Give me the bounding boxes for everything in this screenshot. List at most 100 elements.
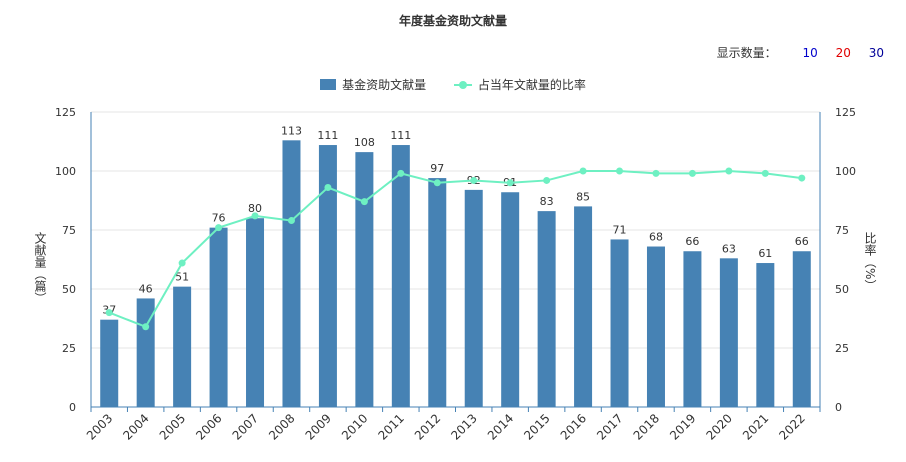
bar <box>282 140 301 407</box>
bar-value-label: 85 <box>576 190 590 203</box>
bar-value-label: 68 <box>649 231 663 244</box>
rate-point <box>506 179 514 187</box>
y-tick-label-left: 50 <box>62 283 76 296</box>
x-tick-label: 2010 <box>339 411 370 442</box>
bar <box>610 239 629 407</box>
x-tick-label: 2008 <box>266 411 297 442</box>
rate-point <box>397 169 405 177</box>
bar-value-label: 113 <box>281 124 302 137</box>
x-tick-label: 2007 <box>230 411 261 442</box>
y-tick-label-left: 0 <box>69 401 76 414</box>
legend-bar-label: 基金资助文献量 <box>342 78 427 92</box>
rate-point <box>105 309 113 317</box>
y-tick-label-right: 25 <box>835 342 849 355</box>
rate-point <box>251 212 259 220</box>
bar <box>501 192 520 407</box>
bar-value-label: 80 <box>248 202 262 215</box>
rate-point <box>215 224 223 232</box>
y-tick-label-right: 75 <box>835 224 849 237</box>
x-tick-label: 2020 <box>703 411 734 442</box>
bar <box>209 227 228 407</box>
rate-point <box>798 174 806 182</box>
rate-line <box>108 169 802 329</box>
bar-value-label: 111 <box>390 129 411 142</box>
rate-point <box>616 167 624 175</box>
display-count-label: 显示数量： <box>716 46 777 60</box>
bar <box>391 145 410 408</box>
rate-point <box>579 167 587 175</box>
bar-value-label: 66 <box>795 235 809 248</box>
bar <box>537 211 556 407</box>
rate-point <box>324 184 332 192</box>
bar <box>355 152 374 407</box>
bar <box>792 251 811 407</box>
bar-value-label: 46 <box>139 282 153 295</box>
x-tick-label: 2015 <box>521 411 552 442</box>
y-tick-label-left: 75 <box>62 224 76 237</box>
legend-line-label: 占当年文献量的比率 <box>477 78 586 92</box>
x-tick-label: 2021 <box>740 411 771 442</box>
bar <box>756 263 775 407</box>
rate-point <box>652 169 660 177</box>
y-axis-right-title: 比率（%） <box>863 232 877 292</box>
display-count-option-30[interactable]: 30 <box>868 46 884 60</box>
rate-point <box>142 323 150 331</box>
bar-value-label: 111 <box>317 129 338 142</box>
x-tick-label: 2004 <box>120 411 151 442</box>
y-tick-label-left: 25 <box>62 342 76 355</box>
bar-value-label: 97 <box>430 162 444 175</box>
x-tick-label: 2012 <box>412 411 443 442</box>
x-tick-label: 2017 <box>594 411 625 442</box>
bar <box>246 218 265 407</box>
bar <box>100 319 119 407</box>
x-tick-label: 2016 <box>558 411 589 442</box>
x-tick-label: 2005 <box>157 411 188 442</box>
rate-point <box>287 217 295 225</box>
y-axis-left-title: 文献量（篇） <box>33 232 47 304</box>
bar <box>173 286 192 407</box>
bar <box>683 251 702 407</box>
chart-title: 年度基金资助文献量 <box>398 14 507 28</box>
bar <box>574 206 593 407</box>
display-count-option-20[interactable]: 20 <box>835 46 851 60</box>
chart-legend: 基金资助文献量 占当年文献量的比率 <box>0 76 906 93</box>
x-tick-label: 2006 <box>193 411 224 442</box>
bar <box>646 246 665 407</box>
x-tick-label: 2019 <box>667 411 698 442</box>
bar-value-label: 51 <box>175 271 189 284</box>
x-tick-label: 2013 <box>448 411 479 442</box>
bar-value-label: 61 <box>758 247 772 260</box>
bar <box>464 189 483 407</box>
rate-point <box>433 179 441 187</box>
y-tick-label-right: 50 <box>835 283 849 296</box>
bar <box>318 145 337 408</box>
rate-point <box>470 176 478 184</box>
legend-item-line[interactable]: 占当年文献量的比率 <box>453 76 586 93</box>
bar-value-label: 83 <box>540 195 554 208</box>
legend-item-bar[interactable]: 基金资助文献量 <box>320 76 426 93</box>
bar-value-label: 71 <box>613 223 627 236</box>
x-tick-label: 2018 <box>631 411 662 442</box>
x-tick-label: 2009 <box>303 411 334 442</box>
legend-line-swatch <box>453 79 472 90</box>
y-tick-label-right: 100 <box>835 165 856 178</box>
rate-point <box>178 259 186 267</box>
display-count-option-10[interactable]: 10 <box>802 46 818 60</box>
x-tick-label: 2011 <box>375 411 406 442</box>
x-tick-label: 2022 <box>776 411 807 442</box>
rate-point <box>543 176 551 184</box>
bar-value-label: 63 <box>722 242 736 255</box>
bar-value-label: 66 <box>685 235 699 248</box>
y-tick-label-left: 125 <box>55 106 76 119</box>
rate-point <box>688 169 696 177</box>
rate-point <box>360 198 368 206</box>
legend-bar-swatch <box>320 79 337 90</box>
y-tick-label-right: 125 <box>835 106 856 119</box>
y-tick-label-left: 100 <box>55 165 76 178</box>
x-tick-label: 2014 <box>485 411 516 442</box>
x-tick-label: 2003 <box>84 411 115 442</box>
rate-point <box>761 169 769 177</box>
bar-value-label: 76 <box>212 212 226 225</box>
bar <box>428 178 447 407</box>
